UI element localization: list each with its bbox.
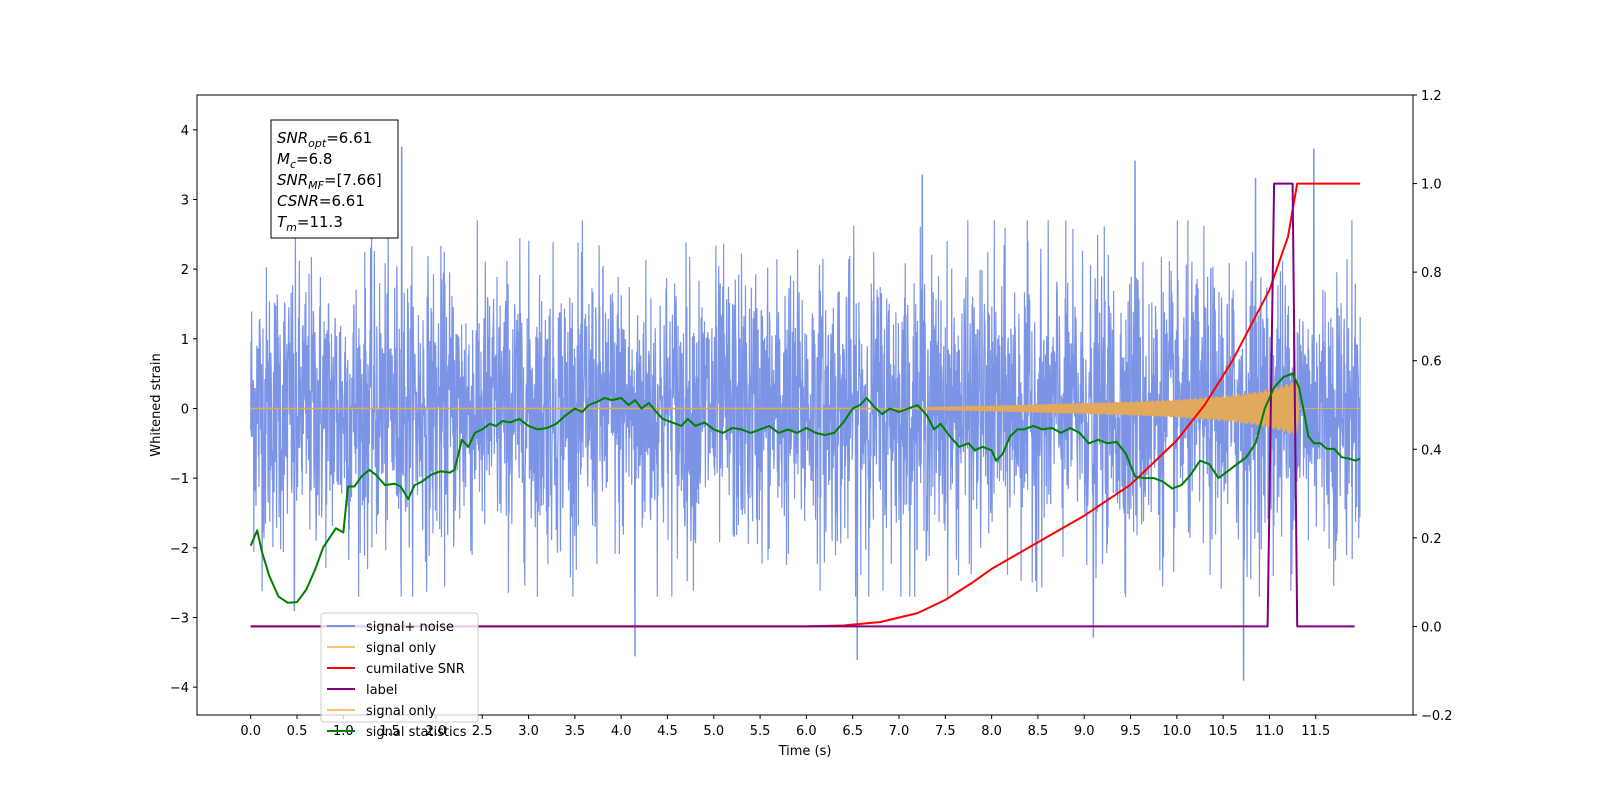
x-tick-label: 5.0 [703,724,724,739]
legend-item: signal statistics [327,725,467,740]
legend-item: label [327,683,397,698]
x-tick-label: 6.5 [842,724,863,739]
legend-label: signal only [366,641,436,656]
y-tick-label: 2 [181,263,189,278]
series-signal-statistics-line [249,372,1361,604]
y-tick-label: −2 [170,542,189,557]
x-tick-label: 0.5 [287,724,308,739]
annotation-line: Mc=6.8 [277,150,332,171]
x-tick-label: 11.5 [1301,724,1330,739]
y2-tick-label: 0.4 [1421,443,1442,458]
legend-label: label [366,683,397,698]
annotation-line: Tm=11.3 [277,213,343,234]
y2-tick-label: −0.2 [1421,709,1453,724]
x-tick-label: 1.5 [379,724,400,739]
plot-frame [196,94,1414,716]
legend: signal+ noise signal only cumilative SNR la… [320,612,479,740]
y2-tick-label: 0.8 [1421,266,1442,281]
x-tick-label: 3.5 [565,724,586,739]
y-tick-label: −3 [170,611,189,626]
x-axis: 0.0 0.5 1.0 1.5 2.0 2.5 3.0 3.5 4.0 4.5 5.0 5.5 6.0 6… [240,715,1330,739]
series-signal-only-line [250,380,1361,436]
legend-label: signal+ noise [366,620,454,635]
x-tick-label: 6.0 [796,724,817,739]
series-label-line [250,182,1355,628]
x-tick-label: 11.0 [1255,724,1284,739]
x-tick-label: 8.0 [981,724,1002,739]
y-axis-label: Whitened strain [149,353,164,456]
x-tick-label: 0.0 [240,724,261,739]
x-tick-label: 10.0 [1162,724,1191,739]
series-layer [249,146,1361,681]
x-tick-label: 4.5 [657,724,678,739]
legend-item: signal only [327,641,436,656]
y-axis-right: 1.2 1.0 0.8 0.6 0.4 0.2 0.0 −0.2 [1413,89,1453,724]
y-tick-label: 1 [181,333,189,348]
x-tick-label: 5.5 [750,724,771,739]
x-tick-label: 7.5 [935,724,956,739]
y2-tick-label: 0.2 [1421,532,1442,547]
series-signal-noise-line [250,146,1361,681]
x-tick-label: 4.0 [611,724,632,739]
y-axis-left: 4 3 2 1 0 −1 −2 −3 −4 [170,124,197,696]
y2-tick-label: 1.2 [1421,89,1442,104]
x-tick-label: 9.5 [1120,724,1141,739]
y-tick-label: 0 [181,402,189,417]
y-tick-label: 4 [181,124,189,139]
y-tick-label: −4 [170,681,189,696]
x-tick-label: 10.5 [1209,724,1238,739]
y2-tick-label: 0.0 [1421,620,1442,635]
annotation-line: SNRopt=6.61 [277,129,372,150]
y-tick-label: 3 [181,193,189,208]
x-tick-label: 8.5 [1028,724,1049,739]
y2-tick-label: 1.0 [1421,178,1442,193]
legend-label: signal only [366,704,436,719]
x-tick-label: 3.0 [518,724,539,739]
x-tick-label: 2.5 [472,724,493,739]
annotation-line: SNRMF=[7.66] [277,171,382,192]
legend-item: signal+ noise [327,620,454,635]
annotation-line: CSNR=6.61 [277,192,365,210]
x-axis-label: Time (s) [778,744,832,759]
legend-item: signal only [327,704,436,719]
legend-label: signal statistics [366,725,467,740]
legend-label: cumilative SNR [366,662,465,677]
x-tick-label: 2.0 [426,724,447,739]
series-cumulative-snr-line [250,182,1361,628]
x-tick-label: 7.0 [889,724,910,739]
y2-tick-label: 0.6 [1421,355,1442,370]
x-tick-label: 9.0 [1074,724,1095,739]
y-tick-label: −1 [170,472,189,487]
legend-item: cumilative SNR [327,662,465,677]
